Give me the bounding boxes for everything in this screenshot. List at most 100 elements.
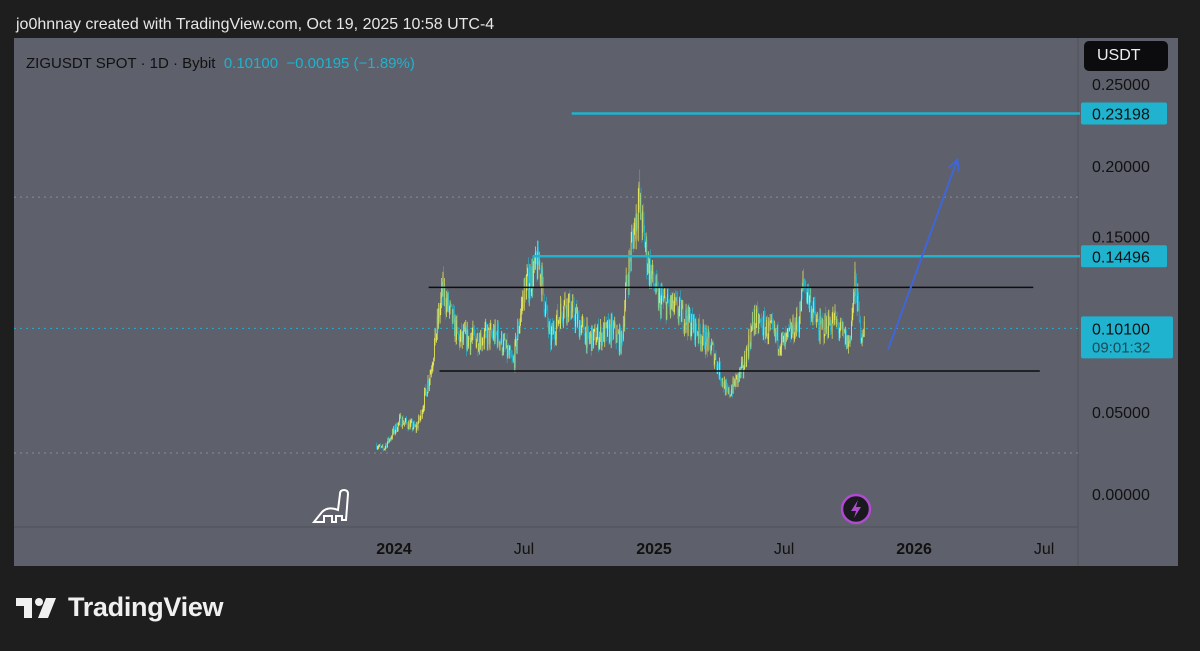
candle-body <box>717 362 718 371</box>
candle-body <box>474 332 476 337</box>
candle-body <box>838 325 839 334</box>
candle-body <box>849 335 851 344</box>
candle-body <box>737 373 739 383</box>
tradingview-logo[interactable]: TradingView <box>16 592 224 623</box>
candle-body <box>405 418 407 422</box>
candle-body <box>546 307 548 309</box>
candle-body <box>816 319 817 323</box>
candle-body <box>662 292 663 300</box>
candle-body <box>411 421 412 422</box>
candle-body <box>776 331 777 338</box>
candle-body <box>421 411 422 418</box>
candle-body <box>836 318 837 324</box>
candle-body <box>797 325 799 326</box>
candle-body <box>734 381 736 387</box>
candle-body <box>401 426 402 427</box>
candle-body <box>714 358 715 365</box>
candle-body <box>446 297 448 306</box>
candle-body <box>725 383 727 395</box>
candle-body <box>652 265 654 282</box>
candle-body <box>656 276 658 283</box>
candle-body <box>508 349 509 355</box>
chart-frame[interactable] <box>14 38 1178 566</box>
candle-body <box>751 317 753 328</box>
lightning-icon[interactable] <box>840 493 872 530</box>
candle-body <box>843 329 845 332</box>
candle-body <box>791 328 792 339</box>
credit-text: jo0hnnay created with TradingView.com, O… <box>16 16 495 33</box>
candle-body <box>565 295 566 308</box>
candle-body <box>758 320 760 328</box>
candle-body <box>387 442 388 448</box>
candle-body <box>700 340 702 345</box>
candle-body <box>801 289 803 291</box>
candle-body <box>513 359 515 368</box>
candle-body <box>648 257 650 280</box>
candle-body <box>486 324 487 332</box>
candle-body <box>580 326 582 336</box>
candle-body <box>768 321 770 337</box>
candle-body <box>833 313 835 325</box>
candle-body <box>788 328 790 331</box>
candle-body <box>601 333 603 347</box>
candle-body <box>384 448 385 450</box>
candle-body <box>863 321 865 336</box>
candle-body <box>861 334 863 340</box>
candle-body <box>813 301 814 311</box>
symbol-title[interactable]: ZIGUSDT SPOT · 1D · Bybit <box>26 55 216 72</box>
candle-body <box>396 424 397 432</box>
candle-body <box>528 268 529 299</box>
candle-body <box>680 299 682 322</box>
candle-body <box>815 316 817 323</box>
candle-body <box>459 336 461 346</box>
candle-body <box>530 291 532 293</box>
candle-body <box>755 324 757 329</box>
candle-body <box>429 374 431 381</box>
candle-body <box>780 348 782 351</box>
candle-body <box>851 315 853 323</box>
candle-body <box>699 319 700 332</box>
candle-body <box>808 286 809 305</box>
candle-body <box>676 298 678 300</box>
candle-body <box>494 324 496 342</box>
candle-body <box>516 339 518 350</box>
candle-body <box>605 322 606 325</box>
time-tick-label: 2026 <box>896 541 932 558</box>
candle-body <box>856 302 858 312</box>
candle-body <box>647 269 648 271</box>
price-tick-label: 0.05000 <box>1092 405 1150 422</box>
candle-body <box>707 338 708 351</box>
candle-body <box>483 332 485 343</box>
currency-button[interactable]: USDT <box>1084 41 1168 71</box>
candle-body <box>749 343 751 347</box>
last-price-label: 0.10100 <box>1092 321 1150 338</box>
candle-body <box>766 320 768 339</box>
candle-body <box>848 341 850 344</box>
candle-body <box>518 328 520 334</box>
candle-body <box>507 349 509 357</box>
candle-body <box>665 297 667 319</box>
candle-body <box>732 378 734 394</box>
symbol-legend: ZIGUSDT SPOT · 1D · Bybit 0.10100 −0.001… <box>26 55 415 72</box>
candle-body <box>570 310 572 319</box>
candle-body <box>621 331 623 336</box>
candle-body <box>526 274 528 283</box>
candle-body <box>638 184 640 203</box>
candle-body <box>418 416 420 424</box>
candle-body <box>762 333 764 335</box>
candle-body <box>850 335 852 338</box>
candle-body <box>550 327 551 345</box>
candle-body <box>819 316 821 341</box>
candle-body <box>851 322 852 338</box>
candle-body <box>571 310 573 312</box>
candle-body <box>523 294 524 309</box>
candle-body <box>840 320 842 330</box>
candle-body <box>841 322 843 328</box>
candle-body <box>805 288 807 290</box>
candle-body <box>570 318 571 319</box>
candle-body <box>803 278 804 279</box>
candle-body <box>596 334 598 343</box>
candle-body <box>753 326 755 329</box>
candle-body <box>744 355 746 365</box>
